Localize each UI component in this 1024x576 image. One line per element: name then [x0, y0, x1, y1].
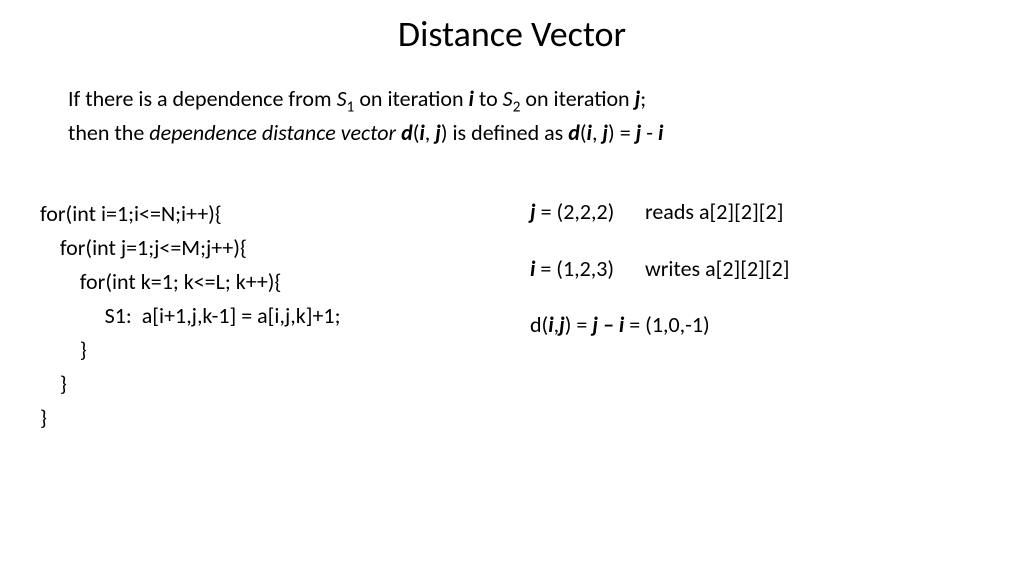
paren: ) — [441, 119, 448, 146]
minus: - — [641, 119, 658, 146]
code-line: for(int j=1;j<=M;j++){ — [40, 234, 247, 261]
eq: = — [615, 119, 636, 146]
ddv-phrase: dependence distance vector — [149, 119, 401, 146]
comma: , — [425, 119, 435, 146]
slide-title: Distance Vector — [0, 0, 1024, 56]
ex-i-val: = (1,2,3) — [535, 255, 614, 282]
var-i: i — [658, 119, 663, 146]
code-line: } — [40, 370, 67, 397]
comma: , — [592, 119, 602, 146]
var-d: d — [401, 119, 413, 146]
var-s: S — [503, 85, 513, 112]
var-s: S — [337, 85, 347, 112]
def-text: on iteration — [520, 85, 634, 112]
code-line: for(int i=1;i<=N;i++){ — [40, 200, 222, 227]
examples-block: j = (2,2,2) reads a[2][2][2] i = (1,2,3)… — [520, 197, 790, 436]
d-pre: d( — [530, 311, 548, 338]
d-close: ) = — [565, 311, 593, 338]
def-text: If there is a dependence from — [68, 85, 337, 112]
def-text: then the — [68, 119, 149, 146]
d-minus: – — [598, 311, 619, 338]
var-d: d — [568, 119, 580, 146]
paren: ) — [608, 119, 615, 146]
paren: ( — [580, 119, 587, 146]
example-j: j = (2,2,2) reads a[2][2][2] — [530, 197, 790, 228]
ex-j-label: j = (2,2,2) — [530, 197, 640, 228]
def-text: is defined as — [448, 119, 569, 146]
ex-i-desc: writes a[2][2][2] — [645, 255, 790, 282]
code-line: } — [40, 404, 47, 431]
definition-text: If there is a dependence from S1 on iter… — [0, 56, 1024, 149]
ex-j-desc: reads a[2][2][2] — [645, 198, 783, 225]
ex-i-label: i = (1,2,3) — [530, 254, 640, 285]
def-text: ; — [640, 85, 646, 112]
def-text: on iteration — [354, 85, 468, 112]
def-text: to — [474, 85, 503, 112]
code-line: } — [40, 336, 87, 363]
d-rhs: = (1,0,-1) — [624, 311, 709, 338]
definition-line-2: then the dependence distance vector d(i,… — [68, 118, 1024, 149]
content-row: for(int i=1;i<=N;i++){ for(int j=1;j<=M;… — [0, 149, 1024, 436]
example-i: i = (1,2,3) writes a[2][2][2] — [530, 254, 790, 285]
example-d: d(i,j) = j – i = (1,0,-1) — [530, 310, 790, 341]
code-line: for(int k=1; k<=L; k++){ — [40, 268, 281, 295]
ex-j-val: = (2,2,2) — [536, 198, 615, 225]
code-line: S1: a[i+1,j,k-1] = a[i,j,k]+1; — [40, 302, 340, 329]
code-block: for(int i=1;i<=N;i++){ for(int j=1;j<=M;… — [0, 197, 520, 436]
definition-line-1: If there is a dependence from S1 on iter… — [68, 84, 1024, 118]
